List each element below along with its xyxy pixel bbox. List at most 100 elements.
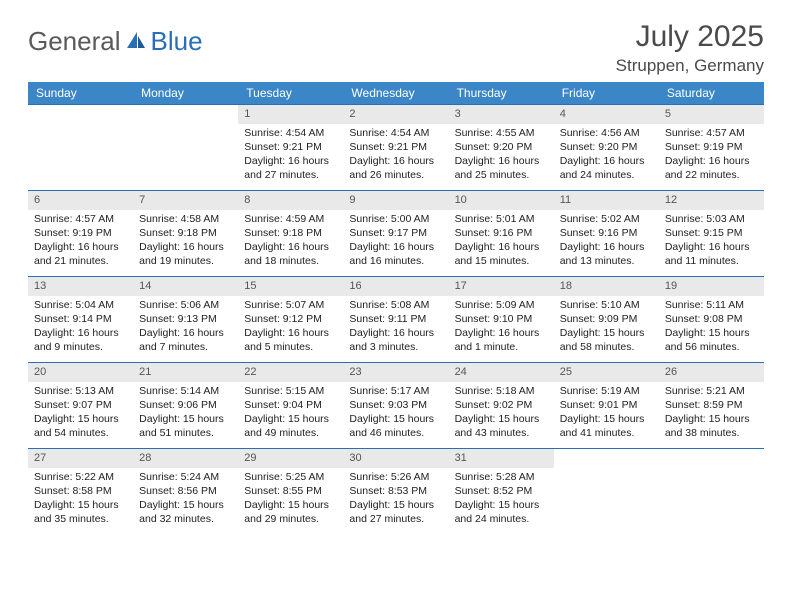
- sunrise-line: Sunrise: 4:55 AM: [455, 126, 548, 140]
- calendar-day-cell: 17Sunrise: 5:09 AMSunset: 9:10 PMDayligh…: [449, 277, 554, 363]
- daylight-line-2: and 3 minutes.: [349, 340, 442, 354]
- sunset-line: Sunset: 9:03 PM: [349, 398, 442, 412]
- calendar-day-cell: 14Sunrise: 5:06 AMSunset: 9:13 PMDayligh…: [133, 277, 238, 363]
- sunrise-line: Sunrise: 5:04 AM: [34, 298, 127, 312]
- weekday-header: Tuesday: [238, 82, 343, 105]
- day-content: Sunrise: 5:11 AMSunset: 9:08 PMDaylight:…: [659, 296, 764, 359]
- daylight-line-1: Daylight: 15 hours: [349, 498, 442, 512]
- daylight-line-2: and 19 minutes.: [139, 254, 232, 268]
- daylight-line-2: and 46 minutes.: [349, 426, 442, 440]
- calendar-day-cell: 28Sunrise: 5:24 AMSunset: 8:56 PMDayligh…: [133, 449, 238, 535]
- daylight-line-1: Daylight: 15 hours: [455, 412, 548, 426]
- daylight-line-2: and 27 minutes.: [244, 168, 337, 182]
- daylight-line-1: Daylight: 15 hours: [560, 412, 653, 426]
- day-number: 2: [343, 105, 448, 124]
- sunrise-line: Sunrise: 4:59 AM: [244, 212, 337, 226]
- calendar-day-cell: 27Sunrise: 5:22 AMSunset: 8:58 PMDayligh…: [28, 449, 133, 535]
- day-number: 5: [659, 105, 764, 124]
- calendar-day-cell: 4Sunrise: 4:56 AMSunset: 9:20 PMDaylight…: [554, 105, 659, 191]
- sunrise-line: Sunrise: 5:18 AM: [455, 384, 548, 398]
- daylight-line-2: and 1 minute.: [455, 340, 548, 354]
- day-number: 10: [449, 191, 554, 210]
- sunrise-line: Sunrise: 4:57 AM: [34, 212, 127, 226]
- sunset-line: Sunset: 9:18 PM: [244, 226, 337, 240]
- day-content: Sunrise: 5:24 AMSunset: 8:56 PMDaylight:…: [133, 468, 238, 531]
- day-number: 27: [28, 449, 133, 468]
- calendar-day-cell: 23Sunrise: 5:17 AMSunset: 9:03 PMDayligh…: [343, 363, 448, 449]
- sunset-line: Sunset: 9:09 PM: [560, 312, 653, 326]
- sunrise-line: Sunrise: 5:09 AM: [455, 298, 548, 312]
- sunset-line: Sunset: 8:58 PM: [34, 484, 127, 498]
- day-number: 6: [28, 191, 133, 210]
- day-number: 9: [343, 191, 448, 210]
- calendar-day-cell: 19Sunrise: 5:11 AMSunset: 9:08 PMDayligh…: [659, 277, 764, 363]
- sunrise-line: Sunrise: 4:54 AM: [244, 126, 337, 140]
- day-number: 23: [343, 363, 448, 382]
- daylight-line-1: Daylight: 16 hours: [34, 326, 127, 340]
- daylight-line-2: and 5 minutes.: [244, 340, 337, 354]
- calendar-day-cell: 9Sunrise: 5:00 AMSunset: 9:17 PMDaylight…: [343, 191, 448, 277]
- daylight-line-2: and 24 minutes.: [560, 168, 653, 182]
- calendar-day-cell: 31Sunrise: 5:28 AMSunset: 8:52 PMDayligh…: [449, 449, 554, 535]
- day-content: Sunrise: 5:13 AMSunset: 9:07 PMDaylight:…: [28, 382, 133, 445]
- daylight-line-1: Daylight: 16 hours: [560, 154, 653, 168]
- daylight-line-2: and 38 minutes.: [665, 426, 758, 440]
- day-number: 21: [133, 363, 238, 382]
- sunrise-line: Sunrise: 4:54 AM: [349, 126, 442, 140]
- calendar-empty-cell: [133, 105, 238, 191]
- sunset-line: Sunset: 9:14 PM: [34, 312, 127, 326]
- day-number: 11: [554, 191, 659, 210]
- daylight-line-1: Daylight: 16 hours: [34, 240, 127, 254]
- day-content: Sunrise: 5:21 AMSunset: 8:59 PMDaylight:…: [659, 382, 764, 445]
- day-number: 15: [238, 277, 343, 296]
- day-content: Sunrise: 5:25 AMSunset: 8:55 PMDaylight:…: [238, 468, 343, 531]
- calendar-day-cell: 3Sunrise: 4:55 AMSunset: 9:20 PMDaylight…: [449, 105, 554, 191]
- calendar-week-row: 27 Sunrise: 5:22 AMSunset: 8:58 PM Dayligh…: [28, 449, 764, 535]
- sunset-line: Sunset: 9:10 PM: [455, 312, 548, 326]
- day-number: 28: [133, 449, 238, 468]
- daylight-line-2: and 7 minutes.: [139, 340, 232, 354]
- calendar-day-cell: 29Sunrise: 5:25 AMSunset: 8:55 PMDayligh…: [238, 449, 343, 535]
- calendar-day-cell: 15Sunrise: 5:07 AMSunset: 9:12 PMDayligh…: [238, 277, 343, 363]
- day-number: 29: [238, 449, 343, 468]
- day-content: Sunrise: 5:02 AMSunset: 9:16 PMDaylight:…: [554, 210, 659, 273]
- sunset-line: Sunset: 9:17 PM: [349, 226, 442, 240]
- calendar-header: SundayMondayTuesdayWednesdayThursdayFrid…: [28, 82, 764, 105]
- sunset-line: Sunset: 9:16 PM: [560, 226, 653, 240]
- sunrise-line: Sunrise: 5:21 AM: [665, 384, 758, 398]
- day-content: Sunrise: 5:03 AMSunset: 9:15 PMDaylight:…: [659, 210, 764, 273]
- daylight-line-1: Daylight: 16 hours: [349, 326, 442, 340]
- sunrise-line: Sunrise: 5:11 AM: [665, 298, 758, 312]
- day-content: Sunrise: 5:01 AMSunset: 9:16 PMDaylight:…: [449, 210, 554, 273]
- sunset-line: Sunset: 9:12 PM: [244, 312, 337, 326]
- daylight-line-1: Daylight: 16 hours: [455, 326, 548, 340]
- sunset-line: Sunset: 9:19 PM: [34, 226, 127, 240]
- sunset-line: Sunset: 8:59 PM: [665, 398, 758, 412]
- sunset-line: Sunset: 9:06 PM: [139, 398, 232, 412]
- daylight-line-1: Daylight: 15 hours: [455, 498, 548, 512]
- calendar-day-cell: 30Sunrise: 5:26 AMSunset: 8:53 PMDayligh…: [343, 449, 448, 535]
- daylight-line-1: Daylight: 16 hours: [665, 154, 758, 168]
- calendar-empty-cell: [28, 105, 133, 191]
- day-content: Sunrise: 4:57 AMSunset: 9:19 PMDaylight:…: [28, 210, 133, 273]
- sunset-line: Sunset: 9:15 PM: [665, 226, 758, 240]
- sunrise-line: Sunrise: 5:06 AM: [139, 298, 232, 312]
- daylight-line-2: and 21 minutes.: [34, 254, 127, 268]
- sunset-line: Sunset: 8:52 PM: [455, 484, 548, 498]
- sunrise-line: Sunrise: 5:24 AM: [139, 470, 232, 484]
- calendar-week-row: 20Sunrise: 5:13 AMSunset: 9:07 PMDayligh…: [28, 363, 764, 449]
- day-content: Sunrise: 5:06 AMSunset: 9:13 PMDaylight:…: [133, 296, 238, 359]
- sunrise-line: Sunrise: 5:28 AM: [455, 470, 548, 484]
- daylight-line-1: Daylight: 16 hours: [139, 326, 232, 340]
- day-content: Sunrise: 5:28 AMSunset: 8:52 PMDaylight:…: [449, 468, 554, 531]
- day-content: Sunrise: 5:17 AMSunset: 9:03 PMDaylight:…: [343, 382, 448, 445]
- day-number: 19: [659, 277, 764, 296]
- daylight-line-2: and 24 minutes.: [455, 512, 548, 526]
- day-content: Sunrise: 5:10 AMSunset: 9:09 PMDaylight:…: [554, 296, 659, 359]
- calendar-day-cell: 24Sunrise: 5:18 AMSunset: 9:02 PMDayligh…: [449, 363, 554, 449]
- sunrise-line: Sunrise: 5:22 AM: [34, 470, 127, 484]
- sunrise-line: Sunrise: 5:10 AM: [560, 298, 653, 312]
- day-content: Sunrise: 5:08 AMSunset: 9:11 PMDaylight:…: [343, 296, 448, 359]
- sunrise-line: Sunrise: 5:15 AM: [244, 384, 337, 398]
- day-number: 13: [28, 277, 133, 296]
